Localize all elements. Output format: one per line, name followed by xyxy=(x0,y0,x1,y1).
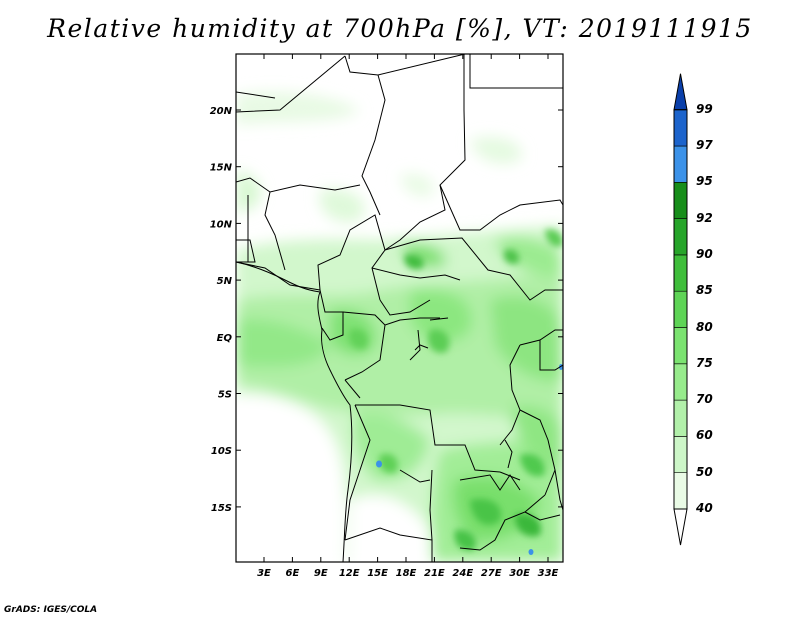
colorbar-level-label: 60 xyxy=(696,428,713,443)
lon-label: 24E xyxy=(452,568,473,579)
colorbar xyxy=(673,73,688,546)
colorbar-frame xyxy=(673,109,688,510)
lon-label: 27E xyxy=(481,568,502,579)
lat-label: 15S xyxy=(211,503,232,514)
colorbar-bin xyxy=(673,363,688,401)
colorbar-bin xyxy=(673,436,688,473)
colorbar-bin-above xyxy=(673,73,688,111)
map-title: Relative humidity at 700hPa [%], VT: 201… xyxy=(47,14,753,43)
colorbar-bin xyxy=(673,399,688,437)
colorbar-bin xyxy=(673,472,688,510)
colorbar-level-label: 50 xyxy=(696,464,713,479)
grads-credit: GrADS: IGES/COLA xyxy=(4,605,98,615)
lon-label: 6E xyxy=(286,568,300,579)
lat-label: 5N xyxy=(217,276,233,287)
colorbar-level-label: 92 xyxy=(696,210,713,225)
lon-label: 3E xyxy=(257,568,271,579)
colorbar-level-label: 85 xyxy=(696,283,713,298)
colorbar-level-label: 95 xyxy=(696,174,713,189)
colorbar-level-label: 99 xyxy=(696,101,713,116)
lon-label: 30E xyxy=(509,568,530,579)
colorbar-level-label: 80 xyxy=(696,319,713,334)
colorbar-bin-below xyxy=(673,508,688,546)
lon-label: 12E xyxy=(339,568,360,579)
lon-label: 9E xyxy=(314,568,328,579)
colorbar-level-label: 90 xyxy=(696,246,713,261)
lat-label: 10S xyxy=(211,446,232,457)
colorbar-level-label: 75 xyxy=(696,355,713,370)
colorbar-bin xyxy=(673,327,688,365)
lon-label: 33E xyxy=(538,568,559,579)
colorbar-level-label: 40 xyxy=(696,501,713,515)
lat-label: 20N xyxy=(210,106,233,117)
country-borders xyxy=(236,54,563,562)
colorbar-bin xyxy=(673,182,688,219)
lat-label: 15N xyxy=(210,163,233,174)
map-frame xyxy=(235,53,564,563)
colorbar-bin xyxy=(673,290,688,328)
colorbar-bin xyxy=(673,109,688,147)
lat-label: 5S xyxy=(218,390,232,401)
latitude-axis: 20N 15N 10N 5N EQ 5S 10S 15S xyxy=(210,106,563,514)
lon-label: 18E xyxy=(396,568,417,579)
colorbar-bin xyxy=(673,218,688,256)
lon-label: 21E xyxy=(424,568,445,579)
humidity-field xyxy=(236,54,563,562)
colorbar-level-label: 97 xyxy=(696,138,713,152)
lat-label: 10N xyxy=(210,219,233,230)
colorbar-bin xyxy=(673,254,688,292)
colorbar-bin xyxy=(673,145,688,183)
longitude-axis: 3E 6E 9E 12E 15E 18E 21E 24E 27E 30E 33E xyxy=(257,54,559,579)
colorbar-level-label: 70 xyxy=(696,392,713,407)
lon-label: 15E xyxy=(367,568,388,579)
lat-label: EQ xyxy=(217,333,233,344)
